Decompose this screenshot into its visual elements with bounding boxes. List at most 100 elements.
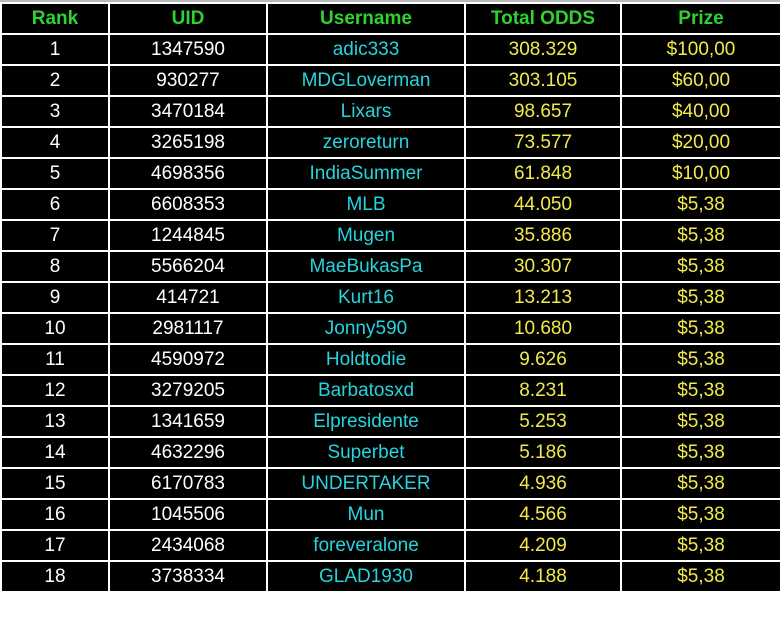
rank-cell: 12 [0,374,110,407]
uid-cell: 3470184 [108,95,268,128]
leaderboard-table: Rank UID Username Total ODDS Prize 1 1347… [0,2,780,593]
uid-cell: 930277 [108,64,268,97]
total-odds-cell: 9.626 [464,343,622,376]
total-odds-cell: 4.188 [464,560,622,593]
table-row: 7 1244845 Mugen 35.886 $5,38 [0,219,780,252]
username-cell: GLAD1930 [266,560,466,593]
prize-cell: $5,38 [620,343,780,376]
total-odds-cell: 4.209 [464,529,622,562]
uid-cell: 5566204 [108,250,268,283]
table-row: 3 3470184 Lixars 98.657 $40,00 [0,95,780,128]
total-odds-cell: 8.231 [464,374,622,407]
header-rank: Rank [0,2,110,35]
uid-cell: 6170783 [108,467,268,500]
prize-cell: $5,38 [620,405,780,438]
uid-cell: 1341659 [108,405,268,438]
uid-cell: 1045506 [108,498,268,531]
username-cell: Superbet [266,436,466,469]
username-cell: Mugen [266,219,466,252]
uid-cell: 2434068 [108,529,268,562]
table-row: 1 1347590 adic333 308.329 $100,00 [0,33,780,66]
total-odds-cell: 30.307 [464,250,622,283]
rank-cell: 2 [0,64,110,97]
username-cell: Lixars [266,95,466,128]
uid-cell: 3738334 [108,560,268,593]
rank-cell: 4 [0,126,110,159]
total-odds-cell: 13.213 [464,281,622,314]
uid-cell: 4698356 [108,157,268,190]
table-row: 15 6170783 UNDERTAKER 4.936 $5,38 [0,467,780,500]
prize-cell: $40,00 [620,95,780,128]
username-cell: Holdtodie [266,343,466,376]
table-row: 8 5566204 MaeBukasPa 30.307 $5,38 [0,250,780,283]
rank-cell: 3 [0,95,110,128]
table-row: 6 6608353 MLB 44.050 $5,38 [0,188,780,221]
total-odds-cell: 5.186 [464,436,622,469]
rank-cell: 18 [0,560,110,593]
total-odds-cell: 303.105 [464,64,622,97]
username-cell: Elpresidente [266,405,466,438]
rank-cell: 14 [0,436,110,469]
table-row: 18 3738334 GLAD1930 4.188 $5,38 [0,560,780,593]
prize-cell: $5,38 [620,436,780,469]
prize-cell: $100,00 [620,33,780,66]
username-cell: MaeBukasPa [266,250,466,283]
prize-cell: $5,38 [620,498,780,531]
uid-cell: 4632296 [108,436,268,469]
total-odds-cell: 10.680 [464,312,622,345]
uid-cell: 3265198 [108,126,268,159]
rank-cell: 10 [0,312,110,345]
prize-cell: $5,38 [620,281,780,314]
table-row: 17 2434068 foreveralone 4.209 $5,38 [0,529,780,562]
rank-cell: 7 [0,219,110,252]
table-row: 12 3279205 Barbatosxd 8.231 $5,38 [0,374,780,407]
uid-cell: 6608353 [108,188,268,221]
table-row: 14 4632296 Superbet 5.186 $5,38 [0,436,780,469]
prize-cell: $5,38 [620,219,780,252]
table-row: 13 1341659 Elpresidente 5.253 $5,38 [0,405,780,438]
username-cell: zeroreturn [266,126,466,159]
table-row: 16 1045506 Mun 4.566 $5,38 [0,498,780,531]
table-row: 10 2981117 Jonny590 10.680 $5,38 [0,312,780,345]
table-row: 11 4590972 Holdtodie 9.626 $5,38 [0,343,780,376]
total-odds-cell: 5.253 [464,405,622,438]
table-row: 5 4698356 IndiaSummer 61.848 $10,00 [0,157,780,190]
prize-cell: $5,38 [620,529,780,562]
uid-cell: 414721 [108,281,268,314]
prize-cell: $5,38 [620,467,780,500]
total-odds-cell: 98.657 [464,95,622,128]
total-odds-cell: 44.050 [464,188,622,221]
uid-cell: 1244845 [108,219,268,252]
prize-cell: $5,38 [620,312,780,345]
header-uid: UID [108,2,268,35]
prize-cell: $5,38 [620,560,780,593]
username-cell: adic333 [266,33,466,66]
uid-cell: 3279205 [108,374,268,407]
total-odds-cell: 73.577 [464,126,622,159]
rank-cell: 8 [0,250,110,283]
rank-cell: 1 [0,33,110,66]
total-odds-cell: 4.936 [464,467,622,500]
rank-cell: 16 [0,498,110,531]
header-prize: Prize [620,2,780,35]
prize-cell: $5,38 [620,374,780,407]
rank-cell: 17 [0,529,110,562]
prize-cell: $5,38 [620,188,780,221]
header-row: Rank UID Username Total ODDS Prize [0,2,780,35]
username-cell: UNDERTAKER [266,467,466,500]
username-cell: Mun [266,498,466,531]
uid-cell: 2981117 [108,312,268,345]
top-edge [0,0,780,2]
table-row: 4 3265198 zeroreturn 73.577 $20,00 [0,126,780,159]
username-cell: Kurt16 [266,281,466,314]
prize-cell: $60,00 [620,64,780,97]
total-odds-cell: 61.848 [464,157,622,190]
username-cell: IndiaSummer [266,157,466,190]
rank-cell: 13 [0,405,110,438]
total-odds-cell: 308.329 [464,33,622,66]
uid-cell: 4590972 [108,343,268,376]
table-row: 9 414721 Kurt16 13.213 $5,38 [0,281,780,314]
rank-cell: 9 [0,281,110,314]
rank-cell: 15 [0,467,110,500]
username-cell: Jonny590 [266,312,466,345]
